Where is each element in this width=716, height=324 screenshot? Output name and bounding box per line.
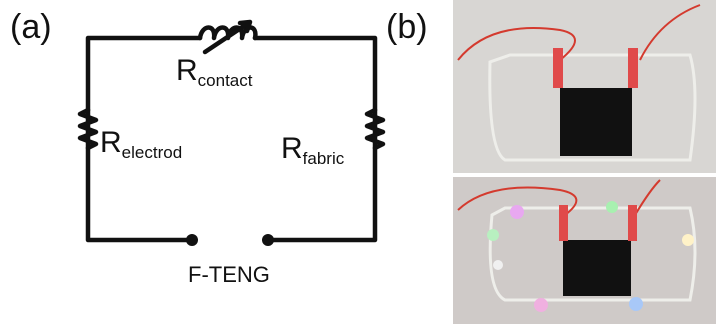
led — [534, 298, 548, 312]
wire — [88, 38, 375, 240]
panel-label: (b) — [386, 8, 428, 46]
subscript: contact — [198, 71, 253, 90]
source-label: F-TENG — [188, 262, 270, 287]
clip — [559, 205, 568, 241]
subscript: fabric — [303, 149, 345, 168]
clip — [628, 48, 638, 88]
led — [510, 205, 524, 219]
led — [629, 297, 643, 311]
fabric — [563, 240, 631, 296]
led — [493, 260, 503, 270]
resistor-label: Rfabric — [281, 132, 345, 168]
fabric — [560, 88, 632, 156]
symbol: R — [176, 54, 198, 87]
resistor — [367, 110, 383, 148]
symbol: R — [281, 132, 303, 165]
led — [487, 229, 499, 241]
terminal — [262, 234, 274, 246]
led — [606, 201, 618, 213]
panel-label: (a) — [10, 8, 52, 46]
resistor-label: Relectrod — [100, 126, 182, 162]
symbol: R — [100, 126, 122, 159]
led — [682, 234, 694, 246]
clip — [628, 205, 637, 241]
clip — [553, 48, 563, 88]
figure: (a) Rcontact Relectrod Rfabric F-TENG (b… — [0, 0, 716, 324]
resistor-label: Rcontact — [176, 54, 253, 90]
terminal — [186, 234, 198, 246]
subscript: electrod — [122, 143, 182, 162]
